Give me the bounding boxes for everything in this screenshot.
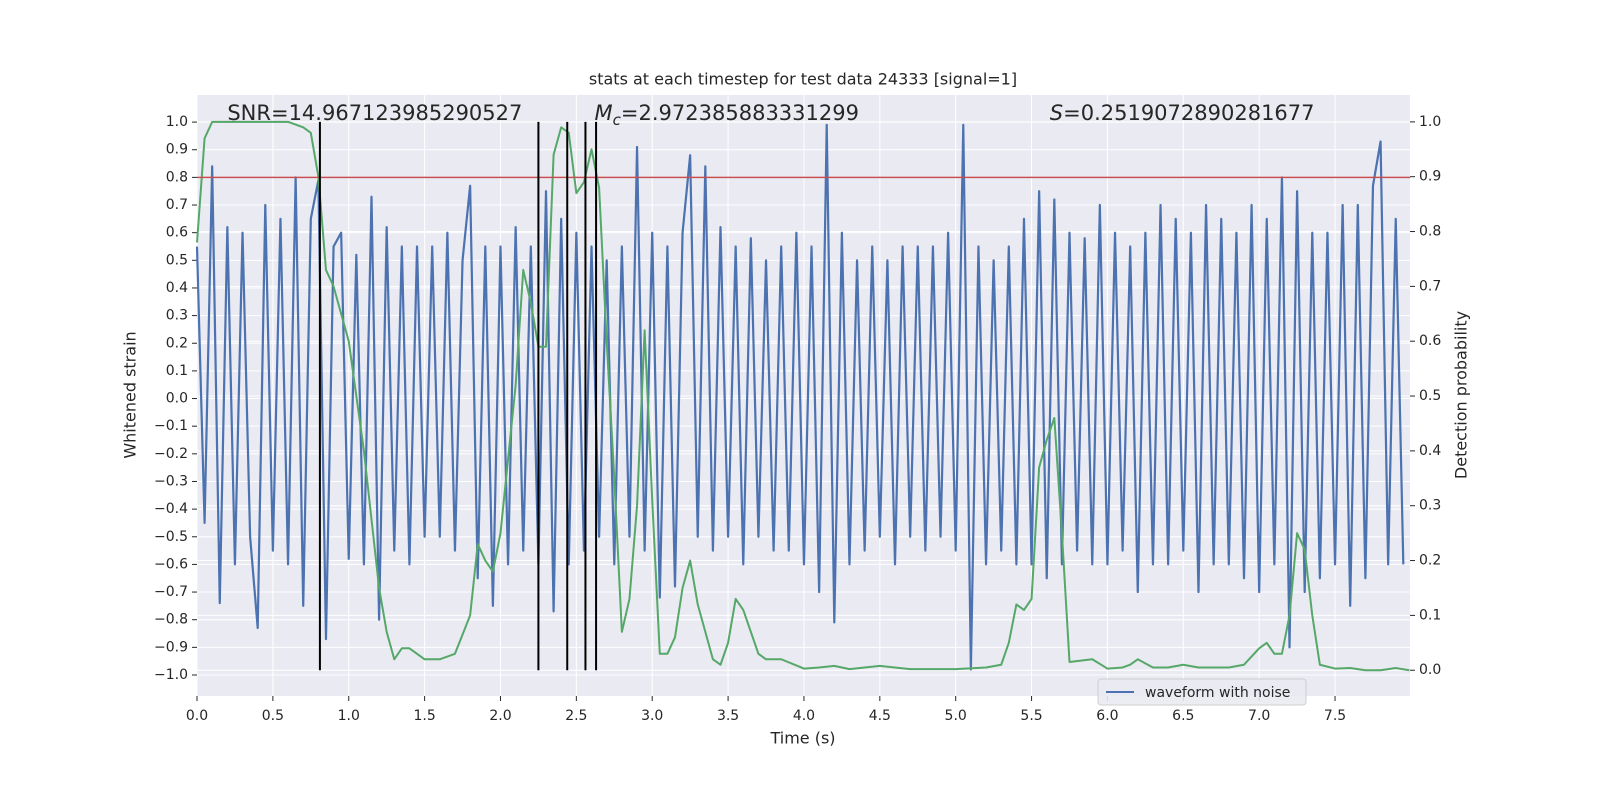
y-tick-label: 0.7 xyxy=(166,197,188,213)
annotation-text: =0.2519072890281677 xyxy=(1063,101,1314,125)
annotation-subscript: c xyxy=(613,111,622,129)
x-tick-label: 5.0 xyxy=(945,708,967,724)
y-tick-label: 1.0 xyxy=(166,114,188,130)
y-tick-label: −0.9 xyxy=(154,639,188,655)
y-tick-label: −0.4 xyxy=(154,501,188,517)
x-tick-label: 6.5 xyxy=(1172,708,1194,724)
y-tick-label: −1.0 xyxy=(154,667,188,683)
x-tick-label: 2.0 xyxy=(489,708,511,724)
annotation-symbol: S xyxy=(1050,101,1063,125)
series-line xyxy=(195,123,1405,671)
x-tick-label: 3.0 xyxy=(641,708,663,724)
y2-axis-label: Detection probability xyxy=(1452,311,1471,479)
annotation: SNR=14.967123985290527 xyxy=(227,101,522,125)
y-tick-label: 0.9 xyxy=(166,142,188,158)
x-tick-label: 5.5 xyxy=(1020,708,1042,724)
x-tick-label: 1.0 xyxy=(338,708,360,724)
x-tick-label: 7.0 xyxy=(1248,708,1270,724)
y-tick-label: 0.3 xyxy=(166,308,188,324)
y-axis-label: Whitened strain xyxy=(121,331,140,458)
x-tick-label: 7.5 xyxy=(1324,708,1346,724)
x-tick-label: 0.5 xyxy=(262,708,284,724)
y2-tick-label: 0.8 xyxy=(1419,224,1441,240)
x-tick-label: 4.5 xyxy=(869,708,891,724)
annotation-text: =2.972385883331299 xyxy=(621,101,859,125)
x-tick-label: 3.5 xyxy=(717,708,739,724)
x-tick-label: 0.0 xyxy=(186,708,208,724)
y2-tick-label: 0.6 xyxy=(1419,333,1441,349)
y-tick-label: −0.5 xyxy=(154,529,188,545)
x-tick-label: 2.5 xyxy=(565,708,587,724)
y-tick-label: −0.6 xyxy=(154,556,188,572)
annotation-text: SNR=14.967123985290527 xyxy=(227,101,522,125)
legend-label: waveform with noise xyxy=(1145,685,1290,701)
y-tick-label: −0.7 xyxy=(154,584,188,600)
y-tick-label: −0.3 xyxy=(154,473,188,489)
y2-tick-label: 0.9 xyxy=(1419,169,1441,185)
y2-tick-label: 0.3 xyxy=(1419,498,1441,514)
y2-tick-label: 0.2 xyxy=(1419,553,1441,569)
y-tick-label: 0.6 xyxy=(166,225,188,241)
chart-title: stats at each timestep for test data 243… xyxy=(589,70,1017,89)
annotation-symbol: M xyxy=(595,101,613,125)
annotation: Mc=2.972385883331299 xyxy=(595,101,859,129)
y2-tick-label: 0.5 xyxy=(1419,388,1441,404)
y-tick-label: −0.1 xyxy=(154,418,188,434)
y-tick-label: −0.2 xyxy=(154,446,188,462)
y2-tick-label: 0.1 xyxy=(1419,607,1441,623)
x-tick-label: 4.0 xyxy=(793,708,815,724)
y2-tick-label: 0.4 xyxy=(1419,443,1441,459)
y-tick-label: 0.1 xyxy=(166,363,188,379)
x-tick-label: 6.0 xyxy=(1096,708,1118,724)
x-axis-label: Time (s) xyxy=(769,729,835,748)
legend-box xyxy=(1097,678,1307,706)
annotation: S=0.2519072890281677 xyxy=(1050,101,1315,125)
y-tick-label: 0.4 xyxy=(166,280,188,296)
y2-tick-label: 0.7 xyxy=(1419,278,1441,294)
y-tick-label: 0.2 xyxy=(166,335,188,351)
series-line xyxy=(196,120,1410,672)
x-tick-label: 1.5 xyxy=(413,708,435,724)
y-tick-label: −0.8 xyxy=(154,612,188,628)
y2-tick-label: 1.0 xyxy=(1419,114,1441,130)
y-tick-label: 0.5 xyxy=(166,252,188,268)
y-tick-label: 0.0 xyxy=(166,391,188,407)
y-tick-label: 0.8 xyxy=(166,169,188,185)
y2-tick-label: 0.0 xyxy=(1419,662,1441,678)
